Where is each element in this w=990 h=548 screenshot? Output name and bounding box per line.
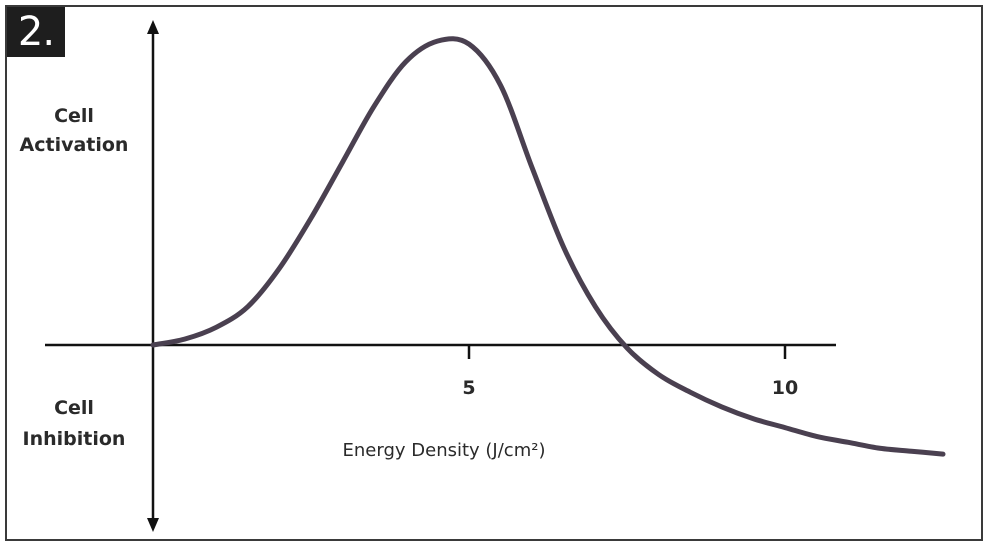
series-line: [150, 36, 946, 457]
x-tick-label: 10: [772, 377, 798, 399]
y-label-top-line2: Activation: [20, 134, 129, 156]
x-ticks: 5 10: [462, 345, 798, 399]
y-label-bottom-line1: Cell: [54, 397, 94, 419]
chart-axes: [45, 20, 836, 532]
y-axis-arrow-up: [147, 20, 159, 34]
y-axis-arrow-down: [147, 518, 159, 532]
series-layer: [150, 36, 946, 457]
x-axis-label: Energy Density (J/cm²): [343, 440, 546, 461]
x-tick-label: 5: [462, 377, 475, 399]
figure-frame: [5, 5, 983, 541]
y-label-top-line1: Cell: [54, 105, 94, 127]
y-label-bottom-line2: Inhibition: [23, 428, 126, 450]
figure-number-badge: 2.: [7, 7, 65, 57]
